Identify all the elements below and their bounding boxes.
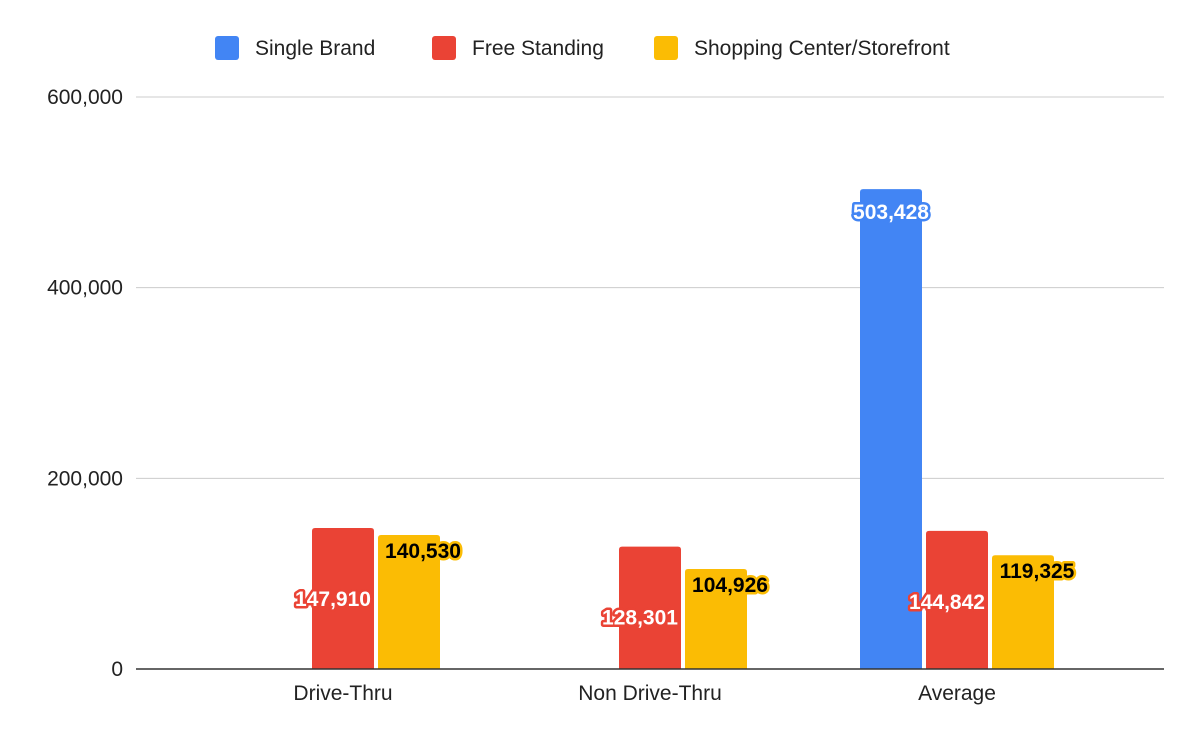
legend-swatch-shopping-center-storefront — [654, 36, 678, 60]
y-tick-label: 600,000 — [47, 86, 123, 109]
data-label-free-standing-drive-thru: 147,910 — [295, 588, 371, 611]
data-label-shopping-center-storefront-non-drive-thru: 104,926 — [692, 574, 768, 597]
y-tick-label: 0 — [111, 658, 123, 681]
legend-label-single-brand: Single Brand — [255, 37, 375, 60]
legend-item-free-standing[interactable]: Free Standing — [432, 36, 604, 60]
gridlines — [136, 96, 1164, 479]
y-tick-labels: 0 200,000 400,000 600,000 — [47, 86, 123, 681]
y-tick-label: 200,000 — [47, 467, 123, 490]
data-label-free-standing-non-drive-thru: 128,301 — [602, 607, 678, 630]
bar-free-standing-non-drive-thru — [619, 546, 681, 669]
legend-item-single-brand[interactable]: Single Brand — [215, 36, 375, 60]
bars — [312, 189, 1054, 669]
data-labels: 503,428 147,910 128,301 144,842 140,530 104,9… — [293, 199, 1078, 633]
legend-label-free-standing: Free Standing — [472, 37, 604, 60]
data-label-free-standing-average: 144,842 — [909, 591, 985, 614]
bar-free-standing-drive-thru — [312, 527, 374, 669]
x-tick-labels: Drive-Thru Non Drive-Thru Average — [293, 682, 996, 705]
x-tick-label-non-drive-thru: Non Drive-Thru — [578, 682, 722, 705]
bar-shopping-center-storefront-drive-thru — [378, 535, 440, 669]
bar-shopping-center-storefront-non-drive-thru — [685, 568, 747, 669]
bar-single-brand-average — [860, 189, 922, 669]
data-label-shopping-center-storefront-drive-thru: 140,530 — [385, 540, 461, 563]
legend-item-shopping-center-storefront[interactable]: Shopping Center/Storefront — [654, 36, 950, 60]
data-label-shopping-center-storefront-average: 119,325 — [1000, 560, 1075, 583]
bar-shopping-center-storefront-average — [992, 555, 1054, 669]
x-tick-label-average: Average — [918, 682, 996, 705]
data-label-single-brand-average: 503,428 — [853, 201, 929, 224]
y-tick-label: 400,000 — [47, 277, 123, 300]
legend: Single Brand Free Standing Shopping Center… — [215, 36, 950, 60]
legend-swatch-single-brand — [215, 36, 239, 60]
legend-label-shopping-center-storefront: Shopping Center/Storefront — [694, 37, 950, 60]
x-tick-label-drive-thru: Drive-Thru — [293, 682, 392, 705]
legend-swatch-free-standing — [432, 36, 456, 60]
bar-free-standing-average — [926, 530, 988, 669]
